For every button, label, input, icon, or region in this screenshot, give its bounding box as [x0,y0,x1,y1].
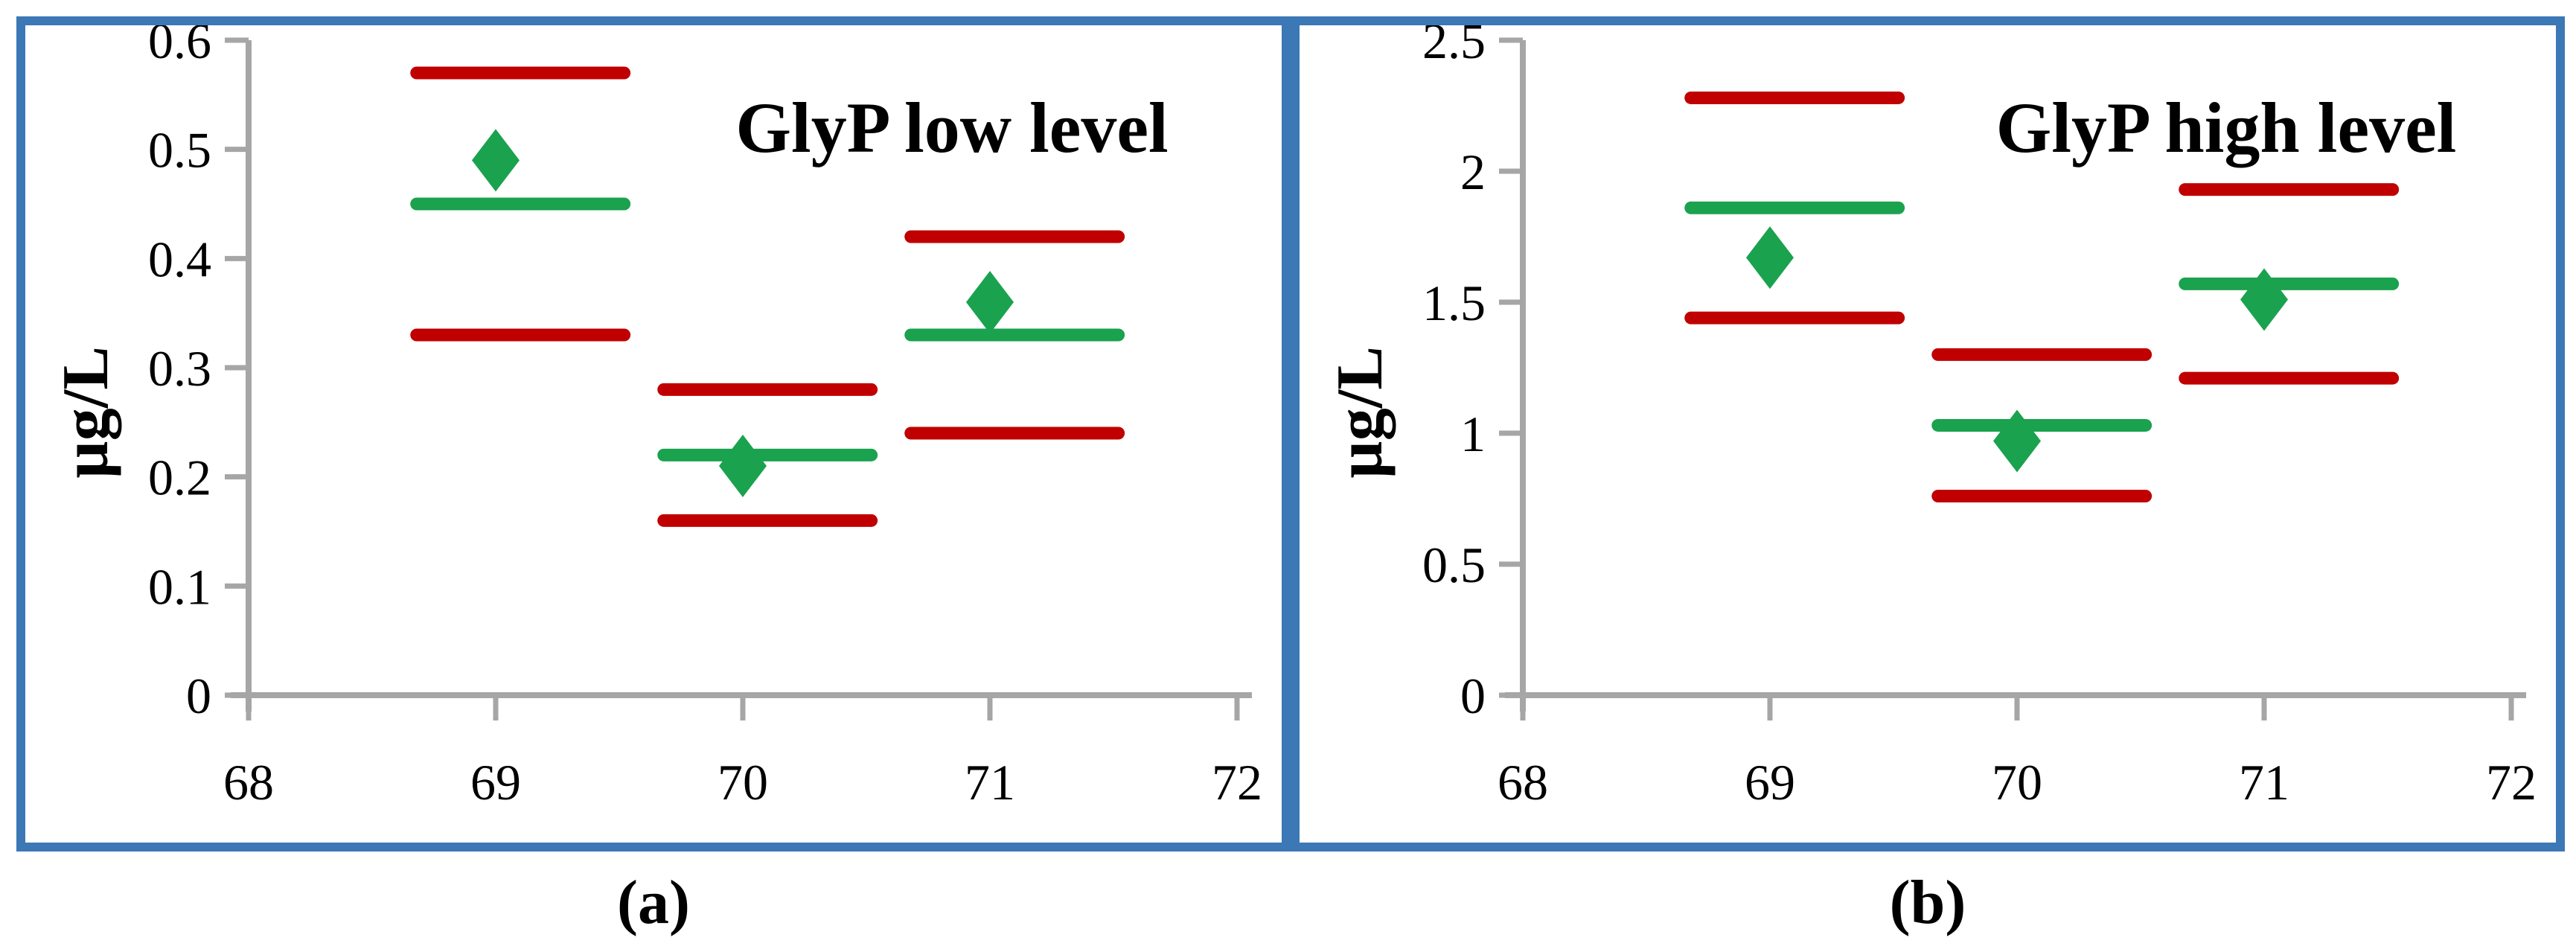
y-tick-label: 2 [1460,144,1486,200]
result-diamond [719,435,767,497]
caption-b: (b) [1889,868,1966,937]
panel-a: 0 0.1 0.2 0.3 0.4 0.5 0.6 68 69 70 71 72 GlyP low le… [16,16,1291,851]
y-tick-label: 0.2 [148,450,211,506]
chart-svg-glyp-low: 0 0.1 0.2 0.3 0.4 0.5 0.6 68 69 70 71 72 GlyP low le… [50,25,1262,811]
caption-a: (a) [617,868,690,937]
panel-b: 0 0.5 1 1.5 2 2.5 68 69 70 71 72 GlyP high level µg/… [1291,16,2565,851]
y-tick-label: 0 [1460,668,1486,724]
x-tick-label: 71 [2239,754,2289,811]
result-diamond [2240,268,2288,331]
x-tick-label: 72 [1212,754,1262,811]
x-tick-label: 68 [223,754,274,811]
y-tick-label: 0 [186,668,211,724]
x-tick-label: 72 [2486,754,2537,811]
result-diamond [1746,226,1794,290]
chart-title: GlyP low level [735,88,1168,167]
y-axis-title: µg/L [1324,346,1396,479]
y-tick-label: 0.6 [148,25,211,69]
y-axis-title: µg/L [50,346,122,479]
y-tick-label: 0.5 [148,122,211,179]
chart-svg-glyp-high: 0 0.5 1 1.5 2 2.5 68 69 70 71 72 GlyP high level µg/… [1324,25,2537,811]
x-tick-label: 68 [1498,754,1548,811]
result-diamond [472,129,520,192]
y-tick-label: 0.1 [148,558,211,615]
x-tick-label: 69 [1745,754,1795,811]
x-tick-label: 70 [717,754,768,811]
y-tick-label: 1.5 [1422,275,1486,331]
y-tick-label: 1 [1460,406,1486,462]
y-tick-label: 0.5 [1422,537,1486,593]
y-tick-label: 0.4 [148,231,211,287]
result-diamond [966,271,1014,333]
x-tick-label: 70 [1992,754,2042,811]
x-tick-label: 71 [965,754,1015,811]
y-tick-label: 0.3 [148,340,211,397]
chart-title: GlyP high level [1996,88,2457,167]
y-tick-label: 2.5 [1422,25,1486,69]
x-tick-label: 69 [470,754,521,811]
result-diamond [1993,409,2041,473]
